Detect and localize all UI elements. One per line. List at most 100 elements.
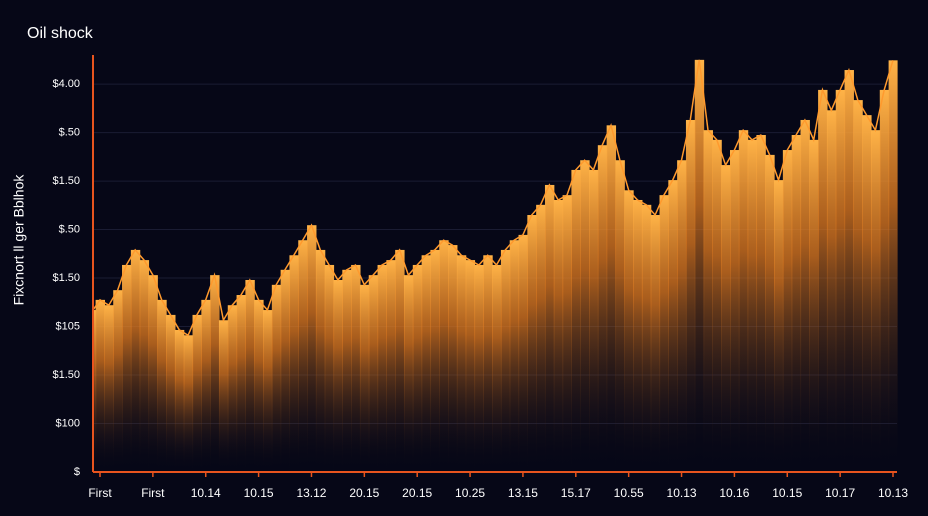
bar-slice (271, 284, 282, 472)
bar-slice (492, 264, 502, 472)
x-tick-label: 10.15 (772, 486, 802, 500)
x-tick-label: 13.12 (296, 486, 326, 500)
x-tick-label: 10.13 (878, 486, 908, 500)
bar-slice (835, 89, 846, 473)
bar-slice (650, 215, 661, 472)
bar-slice (130, 249, 141, 472)
bar-slice (95, 299, 106, 472)
bar-slice (166, 314, 176, 472)
bar-slice (201, 299, 211, 472)
bar-slice (456, 255, 467, 472)
bar-slice (615, 160, 625, 472)
bar-slice (395, 249, 405, 472)
y-tick-label: $.50 (59, 223, 80, 235)
bar-slice (721, 165, 731, 472)
bar-slice (227, 305, 238, 472)
bar-slice (333, 279, 343, 472)
x-tick-label: First (88, 486, 112, 500)
bar-slice (765, 154, 775, 472)
bar-slice (93, 310, 97, 472)
bar-slice (809, 139, 819, 472)
x-tick-label: First (141, 486, 165, 500)
bar-slice (183, 335, 194, 472)
x-tick-label: 10.15 (244, 486, 274, 500)
x-tick-label: 15.17 (561, 486, 591, 500)
bar-slice (359, 284, 370, 472)
y-tick-label: $100 (56, 417, 80, 429)
bar-slice (553, 199, 564, 473)
bar-slice (606, 125, 617, 472)
bar-slice (474, 264, 484, 472)
bar-slice (122, 264, 132, 472)
bar-slice (589, 169, 599, 473)
bar-slice (712, 139, 722, 472)
bar-slice (703, 130, 713, 472)
bar-slice (280, 269, 291, 472)
bar-slice (668, 180, 678, 472)
bar-slice (527, 215, 537, 472)
bar-slice (694, 59, 705, 472)
bar-slice (412, 264, 423, 472)
x-tick-label: 10.13 (667, 486, 697, 500)
bar-slice (536, 204, 546, 472)
bar-slice (386, 260, 396, 472)
bar-slice (826, 110, 837, 473)
bar-slice (800, 119, 810, 472)
bar-slice (430, 249, 440, 472)
bar-slice (756, 135, 766, 473)
bar-slice (571, 169, 581, 473)
x-tick-label: 10.55 (614, 486, 644, 500)
bar-slice (641, 204, 652, 472)
bar-slice (307, 225, 317, 472)
x-tick-label: 20.15 (402, 486, 432, 500)
bar-slice (580, 160, 590, 472)
bar-slice (192, 314, 202, 472)
bar-slice (888, 60, 898, 473)
bar-slice (368, 275, 379, 472)
bar-slice (236, 295, 246, 472)
bar-slice (104, 305, 114, 472)
bar-slice (245, 279, 255, 472)
bar-slice (685, 119, 696, 472)
y-tick-label: $.50 (59, 126, 80, 138)
bar-slice (870, 130, 881, 472)
x-tick-label: 10.14 (191, 486, 221, 500)
bar-slice (351, 264, 361, 472)
bar-slice (218, 320, 229, 472)
x-tick-label: 10.25 (455, 486, 485, 500)
area-edge (92, 59, 894, 337)
bar-slice (729, 150, 740, 472)
bar-slice (633, 199, 643, 473)
bar-slice (782, 150, 793, 472)
bar-slice (544, 184, 555, 472)
y-tick-label: $1.50 (52, 369, 80, 381)
bar-slice (774, 180, 784, 472)
bar-slice (509, 240, 520, 472)
x-tick-label: 13.15 (508, 486, 538, 500)
bar-slice (518, 234, 528, 472)
bar-slice (315, 249, 326, 472)
bar-slice (263, 310, 273, 472)
bar-slice (879, 89, 890, 473)
bar-slice (659, 195, 669, 472)
bar-slice (465, 260, 476, 472)
bar-slice (562, 195, 572, 472)
bar-slice (791, 135, 802, 473)
bar-slice (324, 264, 335, 472)
y-tick-label: $105 (56, 320, 80, 332)
bar-slice (624, 190, 634, 472)
bar-slice (597, 145, 608, 473)
bar-slice (174, 329, 185, 472)
x-tick-label: 10.17 (825, 486, 855, 500)
y-axis-label: Fixcnort ll ger Bblhok (11, 174, 27, 306)
bar-slice (113, 290, 123, 472)
x-tick-label: 20.15 (349, 486, 379, 500)
bar-slice (862, 115, 872, 472)
bar-slice (853, 100, 863, 473)
bar-slice (298, 240, 308, 472)
bar-slice (500, 249, 511, 472)
x-tick-label: 10.16 (719, 486, 749, 500)
bar-slice (377, 264, 387, 472)
